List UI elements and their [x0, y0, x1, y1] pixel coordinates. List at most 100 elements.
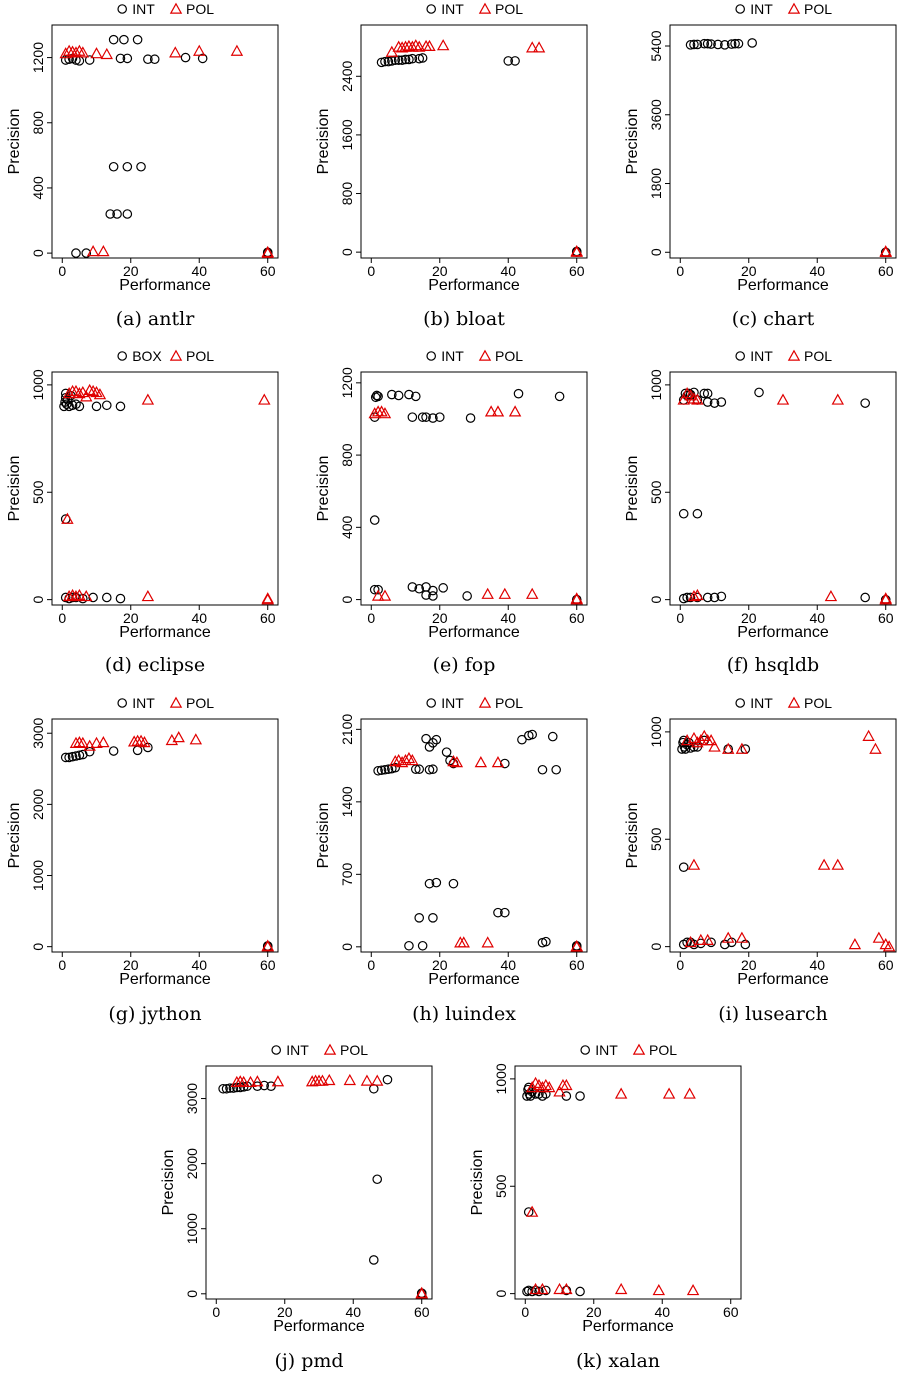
data-point: [525, 587, 539, 599]
data-point: [551, 764, 561, 775]
data-point: [481, 587, 494, 599]
legend-circle-marker: [735, 351, 745, 361]
data-point: [493, 907, 503, 918]
data-point: [323, 1073, 336, 1086]
data-point: [699, 388, 710, 399]
data-point: [831, 393, 845, 405]
x-tick-label: 40: [654, 1304, 670, 1320]
data-point: [652, 1283, 666, 1296]
y-tick-label: 2000: [184, 1148, 200, 1179]
data-point: [448, 878, 459, 889]
data-point: [683, 1087, 696, 1099]
data-point: [305, 1075, 319, 1087]
data-point: [132, 745, 143, 756]
data-point: [498, 587, 512, 599]
series-int: [60, 742, 273, 952]
data-point: [882, 940, 896, 952]
y-tick-label: 800: [339, 182, 355, 206]
legend-triangle-marker: [787, 696, 801, 708]
data-point: [415, 1286, 428, 1298]
data-point: [399, 40, 412, 52]
data-point: [421, 590, 431, 600]
x-tick-label: 0: [676, 263, 684, 279]
series-pol: [59, 44, 274, 258]
data-point: [383, 764, 394, 775]
data-point: [872, 931, 886, 943]
series-int: [685, 38, 891, 258]
data-point: [78, 593, 88, 604]
scatter-panel-7: 0 20 40 60 0 1000 2000 3000 Performance Precision…: [6, 695, 279, 1025]
series-int: [678, 387, 891, 605]
x-tick-label: 60: [723, 1304, 739, 1320]
legend-triangle-marker: [169, 349, 183, 361]
legend-label: INT: [595, 1042, 618, 1058]
data-point: [69, 589, 83, 602]
legend-triangle-marker: [632, 1043, 646, 1055]
data-point: [481, 936, 494, 948]
series-int: [373, 729, 582, 952]
data-point: [108, 746, 119, 756]
data-point: [404, 54, 414, 65]
data-point: [438, 583, 448, 593]
legend-circle-marker: [426, 351, 436, 361]
data-point: [536, 1081, 549, 1093]
y-tick-label: 0: [648, 596, 664, 604]
data-point: [687, 858, 701, 870]
data-point: [428, 913, 438, 923]
panel-caption: (e) fop: [433, 654, 496, 676]
data-point: [258, 393, 271, 405]
y-tick-label: 0: [493, 1290, 509, 1298]
x-tick-label: 20: [277, 1304, 293, 1320]
legend-triangle-marker: [478, 696, 492, 708]
data-point: [436, 39, 450, 51]
data-point: [457, 936, 470, 948]
data-point: [508, 405, 522, 417]
y-tick-label: 800: [339, 443, 355, 467]
scatter-panel-1: 0 20 40 60 0 400 800 1200 Performance Precision IN…: [6, 1, 279, 330]
data-point: [414, 53, 425, 64]
legend-triangle-marker: [478, 349, 492, 361]
data-point: [747, 38, 757, 48]
data-point: [138, 736, 151, 748]
data-point: [701, 933, 714, 945]
data-point: [541, 1285, 551, 1296]
y-tick-label: 2000: [30, 789, 46, 820]
data-point: [73, 387, 86, 399]
data-point: [230, 44, 244, 56]
legend-label: POL: [186, 695, 214, 711]
y-tick-label: 1200: [30, 42, 46, 73]
panel-caption: (c) chart: [732, 308, 815, 330]
data-point: [369, 584, 380, 595]
data-point: [71, 248, 81, 258]
data-point: [76, 46, 90, 58]
panel-caption: (d) eclipse: [105, 654, 205, 676]
legend-triangle-marker: [787, 2, 801, 14]
y-axis-label: Precision: [160, 1150, 177, 1216]
y-tick-label: 3000: [184, 1083, 200, 1114]
legend-triangle-marker: [169, 696, 183, 708]
y-tick-label: 1000: [184, 1213, 200, 1244]
x-axis-label: Performance: [428, 624, 520, 641]
data-point: [122, 209, 133, 219]
legend-circle-marker: [271, 1045, 281, 1055]
data-point: [687, 392, 701, 404]
x-tick-label: 0: [367, 263, 375, 279]
plot-frame: [669, 24, 897, 259]
data-point: [702, 397, 713, 407]
x-tick-label: 0: [58, 610, 66, 626]
data-point: [261, 939, 274, 951]
series-pol: [61, 383, 274, 605]
data-point: [678, 862, 689, 872]
data-point: [491, 756, 505, 768]
data-point: [575, 1286, 585, 1297]
y-tick-label: 1800: [648, 168, 664, 199]
data-point: [132, 34, 143, 45]
x-tick-label: 60: [878, 610, 894, 626]
data-point: [372, 1174, 383, 1185]
x-tick-label: 20: [432, 957, 448, 973]
data-point: [824, 589, 838, 602]
scatter-panel-6: 0 20 40 60 0 500 1000 Performance Precision INT PO…: [624, 348, 897, 676]
data-point: [428, 413, 438, 423]
series-box: [59, 388, 126, 604]
y-axis-label: Precision: [469, 1150, 486, 1216]
